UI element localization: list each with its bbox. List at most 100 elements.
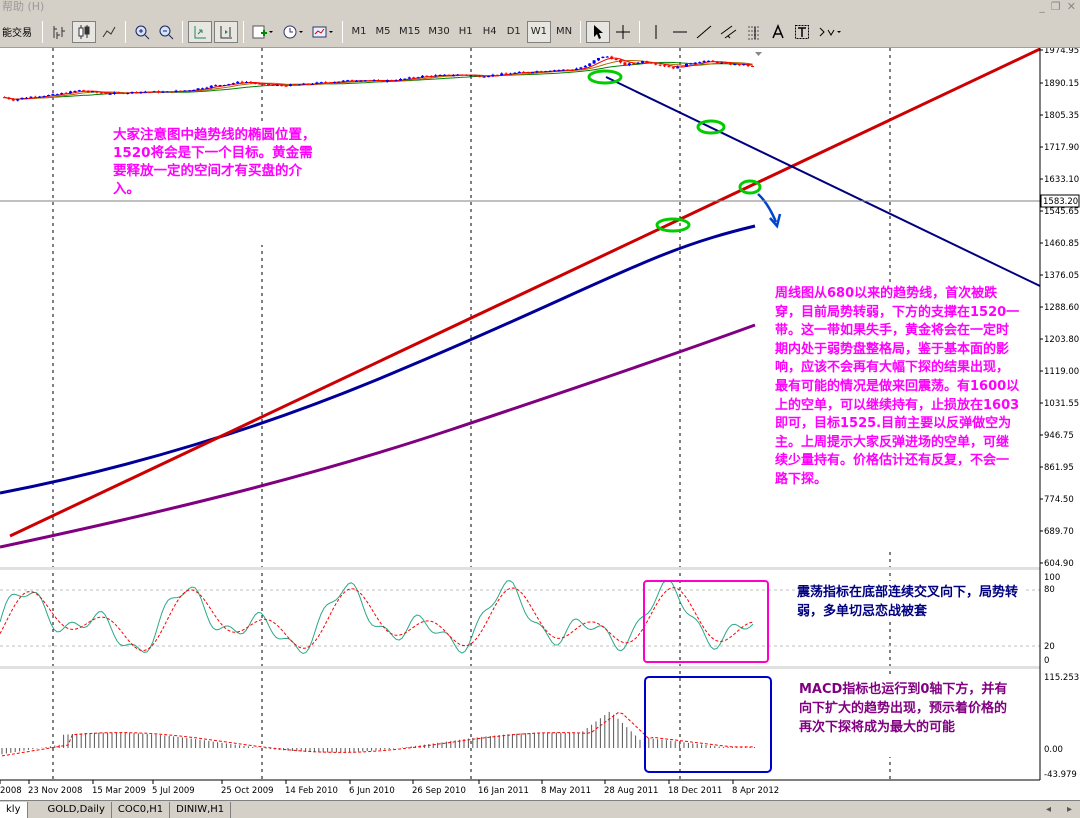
candle-body — [16, 99, 20, 101]
restore-icon[interactable]: ❐ — [1050, 0, 1061, 13]
price-tick-label: 689.70 — [1044, 527, 1074, 537]
candle-body — [394, 80, 398, 82]
chart-shift-icon[interactable] — [214, 20, 238, 43]
date-tick-label: 14 Feb 2010 — [285, 786, 338, 796]
line-chart-icon[interactable] — [98, 21, 120, 43]
autoscroll-icon[interactable] — [188, 20, 212, 43]
macd-tick-label: 115.253 — [1044, 673, 1079, 683]
candle-body — [526, 71, 530, 73]
crosshair-icon[interactable] — [612, 21, 634, 43]
candle-body — [25, 97, 28, 99]
text-icon[interactable] — [767, 21, 789, 43]
macd-pane — [1, 676, 1015, 773]
candle-body — [385, 80, 389, 82]
chart-tab[interactable]: COC0,H1 — [112, 801, 171, 818]
templates-icon[interactable] — [309, 21, 337, 43]
note2-text: 周线图从680以来的趋势线，首次被跌穿，目前局势转弱，下方的支撑在1520一带。… — [775, 286, 1020, 487]
candle-body — [293, 84, 297, 86]
candle-body — [649, 62, 653, 64]
candle-body — [165, 91, 169, 93]
candle-body — [262, 83, 266, 85]
note1-text: 大家注意图中趋势线的椭圆位置，1520将会是下一个目标。黄金需要释放一定的空间才… — [113, 127, 316, 197]
candle-body — [7, 97, 11, 100]
chart-tab[interactable]: DINIW,H1 — [170, 801, 232, 818]
candle-body — [42, 96, 46, 98]
price-tick-label: 1717.90 — [1044, 143, 1079, 153]
top-ellipse[interactable] — [587, 69, 623, 85]
scroll-left-icon[interactable]: ◂ — [1045, 804, 1051, 815]
macd-axis: 115.253 0.00 -43.979 — [1044, 673, 1079, 780]
timeframe-m1[interactable]: M1 — [351, 26, 367, 37]
breakdown-ellipse[interactable] — [738, 179, 762, 195]
candle-body — [535, 71, 539, 73]
horizontal-line-icon[interactable] — [669, 21, 691, 43]
chart-tab[interactable]: GOLD,Daily — [42, 801, 112, 818]
minimize-icon[interactable]: _ — [1039, 0, 1045, 13]
stochastic-highlight-box[interactable] — [643, 580, 769, 663]
note4-text: MACD指标也运行到0轴下方，并有向下扩大的趋势出现，预示着价格的再次下探将成为… — [799, 682, 1008, 736]
stochastic-axis: 100 80 20 0 — [1044, 573, 1060, 666]
equidistant-channel-icon[interactable] — [717, 21, 741, 43]
candle-body — [500, 73, 504, 76]
scroll-right-icon[interactable]: ▸ — [1066, 804, 1072, 815]
chart-tab[interactable]: kly — [0, 801, 28, 818]
price-tick-label: 861.95 — [1044, 463, 1074, 473]
candle-body — [289, 84, 292, 87]
price-tick-label: 1974.95 — [1044, 48, 1079, 56]
toolbar-separator — [639, 20, 641, 43]
zoom-out-icon[interactable] — [155, 21, 177, 43]
candle-body — [645, 61, 649, 63]
toolbar-label[interactable]: 能交易 — [2, 28, 32, 39]
candle-body — [513, 72, 517, 74]
timeframe-mn[interactable]: MN — [555, 26, 573, 37]
lower-high-ellipse[interactable] — [696, 119, 726, 135]
timeframe-d1[interactable]: D1 — [506, 26, 521, 37]
timeframe-h1[interactable]: H1 — [458, 26, 473, 37]
vertical-line-icon[interactable] — [645, 21, 667, 43]
note2-background — [775, 283, 1020, 548]
candle-body — [73, 91, 77, 93]
indicators-icon[interactable] — [249, 21, 277, 43]
arrows-icon[interactable] — [815, 21, 845, 43]
menu-help[interactable]: 帮助 (H) — [2, 0, 45, 13]
text-label-icon[interactable] — [791, 21, 813, 43]
candle-body — [658, 64, 662, 66]
candle-body — [702, 61, 706, 63]
candle-body — [38, 96, 42, 98]
periods-icon[interactable] — [279, 21, 307, 43]
timeframe-h4[interactable]: H4 — [482, 26, 497, 37]
chart-window[interactable]: 1974.95 1890.15 1805.35 1717.90 1633.10 1545.… — [0, 48, 1080, 800]
close-icon[interactable]: ✕ — [1066, 0, 1076, 13]
fibonacci-icon[interactable] — [743, 21, 765, 43]
chart-canvas[interactable]: 1974.95 1890.15 1805.35 1717.90 1633.10 1545.… — [0, 48, 1080, 800]
bar-chart-icon[interactable] — [48, 21, 70, 43]
candle-body — [539, 71, 543, 73]
zoom-in-icon[interactable] — [131, 21, 153, 43]
candle-body — [174, 90, 178, 93]
chart-shift-marker-icon[interactable] — [755, 52, 762, 56]
timeframe-m5[interactable]: M5 — [375, 26, 391, 37]
candle-body — [227, 84, 231, 86]
date-tick-label: 16 Jan 2011 — [478, 786, 529, 796]
timeframe-m15[interactable]: M15 — [399, 26, 421, 37]
support-ellipse[interactable] — [655, 217, 691, 233]
timeframe-m30[interactable]: M30 — [428, 26, 450, 37]
timeframe-w1[interactable]: W1 — [526, 20, 551, 43]
downtrend-line[interactable] — [605, 76, 1040, 287]
candle-body — [341, 80, 345, 82]
macd-highlight-box[interactable] — [644, 676, 772, 773]
candle-body — [478, 75, 482, 77]
note3-background — [795, 581, 1025, 621]
candle-body — [509, 73, 512, 75]
candlestick-icon[interactable] — [72, 20, 96, 43]
trendline-icon[interactable] — [693, 21, 715, 43]
candle-body — [570, 69, 574, 71]
date-tick-label: 26 Sep 2010 — [412, 786, 466, 796]
date-tick-label: 25 Oct 2009 — [221, 786, 274, 796]
uptrend-line[interactable] — [9, 48, 1040, 538]
cursor-icon[interactable] — [586, 20, 611, 43]
candle-body — [676, 66, 680, 69]
candle-body — [355, 80, 358, 82]
candle-body — [139, 91, 143, 93]
